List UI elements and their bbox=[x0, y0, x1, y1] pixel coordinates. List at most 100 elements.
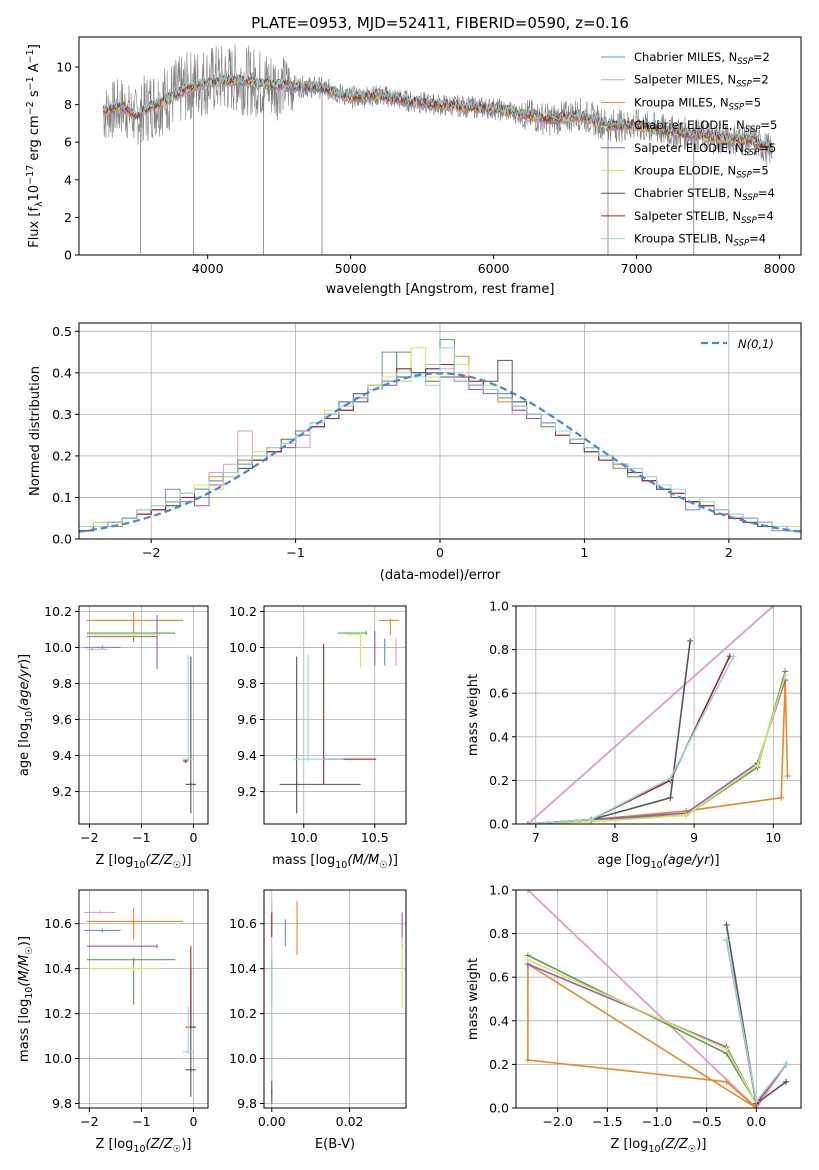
spectrum-ytick-label: 8 bbox=[64, 97, 72, 112]
weight-vs-age-ytick-label: 0.4 bbox=[489, 729, 509, 744]
age-vs-mass-ytick-label: 9.4 bbox=[237, 748, 257, 763]
residuals-ylabel: Normed distribution bbox=[28, 366, 43, 496]
age-vs-z-plot-area bbox=[84, 611, 197, 814]
weight-vs-age-xtick-label: 9 bbox=[690, 830, 698, 845]
weight-marker bbox=[754, 762, 761, 769]
age-vs-z-ytick-label: 9.6 bbox=[52, 712, 72, 727]
weight-vs-age-ytick-label: 0.2 bbox=[489, 773, 509, 788]
residuals-xtick-label: 1 bbox=[580, 545, 588, 560]
mass-vs-ebv-frame bbox=[263, 889, 407, 1109]
weight-vs-z-xtick-label: 0.0 bbox=[746, 1114, 766, 1129]
weight-marker bbox=[524, 1057, 531, 1064]
weight-marker bbox=[524, 956, 531, 963]
weight-vs-z-ytick-label: 0.6 bbox=[489, 970, 509, 985]
legend-label: Chabrier ELODIE, NSSP=5 bbox=[634, 118, 777, 135]
spectrum-panel: 4000 5000 6000 7000 8000 0 2 4 6 8 10 wavelength [A… bbox=[25, 36, 802, 297]
mass-vs-z-xtick-label: −1 bbox=[132, 1114, 150, 1129]
residuals-xlabel: (data-model)/error bbox=[380, 568, 501, 583]
age-vs-z-xtick-label: 0 bbox=[189, 830, 197, 845]
mass-vs-z-ytick-label: 10.0 bbox=[44, 1051, 72, 1066]
weight-vs-z-ytick-label: 0.8 bbox=[489, 926, 509, 941]
mass-vs-z-xtick-label: 0 bbox=[189, 1114, 197, 1129]
residuals-xtick-label: −1 bbox=[286, 545, 304, 560]
weight-vs-z-ytick-label: 1.0 bbox=[489, 883, 509, 898]
mass-vs-ebv-ytick-label: 9.8 bbox=[237, 1096, 257, 1111]
weight-line bbox=[527, 890, 787, 1108]
spectrum-ylabel: Flux [fλ10−17 erg cm−2 s−1 A−1] bbox=[25, 44, 45, 248]
mass-vs-z-ylabel: mass [log10(M/M☉)] bbox=[17, 936, 35, 1062]
mass-vs-ebv-xtick-label: 0.00 bbox=[258, 1114, 286, 1129]
mass-vs-z-ytick-label: 9.8 bbox=[52, 1096, 72, 1111]
mass-vs-z-ytick-label: 10.4 bbox=[44, 961, 72, 976]
spectrum-xtick-label: 8000 bbox=[764, 261, 796, 276]
mass-vs-ebv-xlabel: E(B-V) bbox=[315, 1137, 355, 1152]
weight-vs-age-xtick-label: 10 bbox=[765, 830, 781, 845]
weight-vs-age-xlabel: age [log10(age/yr)] bbox=[597, 853, 719, 871]
age-vs-z-xtick-label: −2 bbox=[80, 830, 98, 845]
weight-vs-z-xtick-label: −1.5 bbox=[592, 1114, 622, 1129]
mass-vs-ebv-xtick-label: 0.02 bbox=[336, 1114, 364, 1129]
weight-line bbox=[527, 606, 774, 824]
mass-vs-z-plot-area bbox=[84, 907, 197, 1097]
weight-marker bbox=[723, 921, 730, 928]
residuals-xtick-label: 2 bbox=[725, 545, 733, 560]
weight-marker bbox=[723, 937, 730, 944]
weight-marker bbox=[588, 816, 595, 823]
weight-marker bbox=[723, 1046, 730, 1053]
weight-vs-z-xtick-label: −1.0 bbox=[642, 1114, 672, 1129]
weight-marker bbox=[524, 890, 531, 893]
weight-vs-age-ylabel: mass weight bbox=[466, 674, 481, 756]
spectrum-xtick-label: 4000 bbox=[192, 261, 224, 276]
mass-vs-z-ytick-label: 10.6 bbox=[44, 916, 72, 931]
weight-marker bbox=[782, 672, 789, 679]
spectrum-xtick-label: 6000 bbox=[478, 261, 510, 276]
weight-vs-age-ytick-label: 0.0 bbox=[489, 817, 509, 832]
mass-vs-ebv-panel: 0.00 0.02 9.8 10.0 10.2 10.4 10.6 E(B-V) bbox=[229, 889, 407, 1152]
spectrum-ytick-label: 2 bbox=[64, 210, 72, 225]
mass-vs-ebv-ytick-label: 10.6 bbox=[229, 916, 257, 931]
weight-vs-age-xtick-label: 7 bbox=[532, 830, 540, 845]
mass-vs-z-xlabel: Z [log10(Z/Z☉)] bbox=[96, 1137, 192, 1155]
legend-label: Kroupa STELIB, NSSP=4 bbox=[634, 232, 766, 249]
spectrum-xlabel: wavelength [Angstrom, rest frame] bbox=[326, 282, 555, 297]
spectrum-ytick-label: 10 bbox=[56, 60, 72, 75]
age-vs-z-xtick-label: −1 bbox=[132, 830, 150, 845]
weight-marker bbox=[730, 653, 737, 660]
residuals-ytick-label: 0.3 bbox=[52, 407, 72, 422]
age-vs-mass-frame bbox=[263, 605, 407, 825]
residuals-ytick-label: 0.1 bbox=[52, 490, 72, 505]
weight-marker bbox=[723, 1078, 730, 1085]
mass-vs-ebv-plot-area bbox=[271, 901, 403, 1104]
weight-vs-age-plot-area bbox=[524, 606, 791, 824]
age-vs-z-ytick-label: 10.2 bbox=[44, 604, 72, 619]
residuals-plot-area bbox=[79, 339, 801, 539]
weight-marker bbox=[667, 794, 674, 801]
weight-vs-age-xtick-label: 8 bbox=[611, 830, 619, 845]
weight-vs-z-ytick-label: 0.2 bbox=[489, 1057, 509, 1072]
spectrum-ytick-label: 0 bbox=[64, 248, 72, 263]
age-vs-mass-ytick-label: 9.6 bbox=[237, 712, 257, 727]
age-vs-z-ylabel: age [log10(age/yr)] bbox=[17, 654, 35, 776]
residuals-ytick-label: 0.5 bbox=[52, 324, 72, 339]
spectrum-xtick-label: 5000 bbox=[335, 261, 367, 276]
spectrum-legend: Chabrier MILES, NSSP=2 Salpeter MILES, NS… bbox=[601, 50, 777, 249]
residuals-ytick-label: 0.4 bbox=[52, 365, 72, 380]
legend-label: Kroupa MILES, NSSP=5 bbox=[634, 95, 761, 112]
weight-vs-age-frame bbox=[515, 605, 802, 825]
mass-vs-z-xtick-label: −2 bbox=[80, 1114, 98, 1129]
age-vs-mass-xlabel: mass [log10(M/M☉)] bbox=[272, 853, 398, 871]
age-vs-z-ytick-label: 10.0 bbox=[44, 640, 72, 655]
weight-marker bbox=[783, 1061, 790, 1068]
weight-marker bbox=[783, 1078, 790, 1085]
mass-vs-z-panel: −2 −1 0 9.8 10.0 10.2 10.4 10.6 Z [log10(Z/Z☉)] m… bbox=[17, 889, 209, 1155]
weight-line bbox=[527, 655, 735, 824]
age-vs-z-panel: −2 −1 0 9.2 9.4 9.6 9.8 10.0 10.2 Z [log10(Z/Z☉)]… bbox=[17, 604, 209, 871]
weight-vs-age-ytick-label: 0.8 bbox=[489, 642, 509, 657]
weight-marker bbox=[667, 775, 674, 782]
weight-marker bbox=[778, 794, 785, 801]
age-vs-z-frame bbox=[78, 605, 209, 825]
weight-marker bbox=[687, 637, 694, 644]
spectrum-title: PLATE=0953, MJD=52411, FIBERID=0590, z=0… bbox=[251, 14, 629, 32]
